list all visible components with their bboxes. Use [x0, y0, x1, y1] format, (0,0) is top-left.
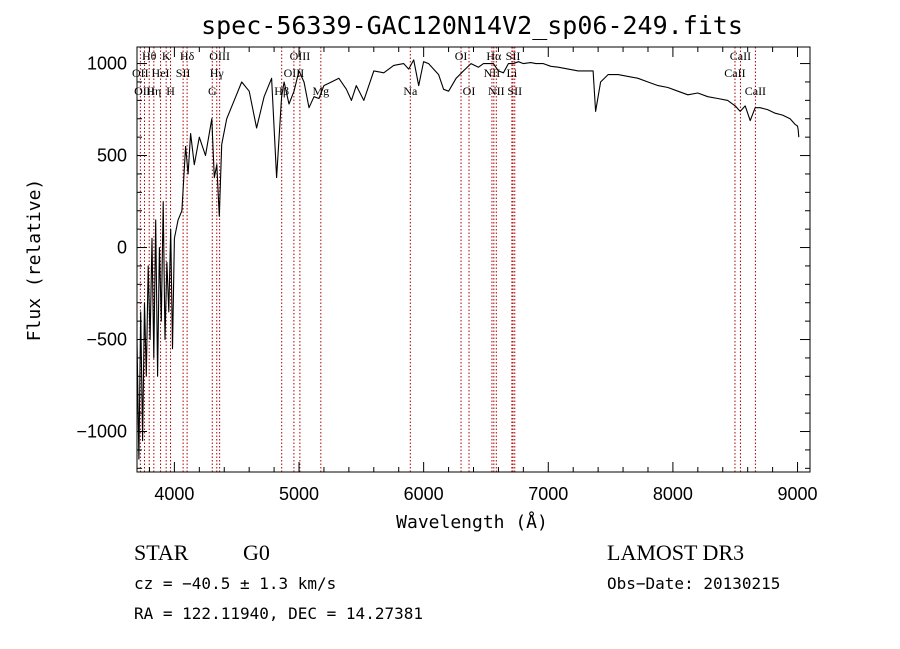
observation-date: Obs−Date: 20130215 — [607, 574, 780, 593]
x-tick-label: 5000 — [279, 484, 319, 504]
line-label: OII — [132, 66, 149, 80]
y-tick-label: 1000 — [87, 54, 127, 74]
line-label: Li — [507, 66, 518, 80]
survey-name: LAMOST DR3 — [607, 540, 744, 565]
line-label: Hη — [146, 84, 161, 98]
x-tick-label: 8000 — [653, 484, 693, 504]
y-tick-label: −500 — [86, 330, 127, 350]
emission-line-labels: HθOIIOIIIHηHeIKHSIIHδGHγOIIIHβOIIIOIIIMg… — [132, 49, 766, 98]
y-axis-label: Flux (relative) — [24, 179, 45, 342]
y-axis: −1000 −500 0 500 1000 — [76, 54, 810, 469]
line-label: G — [208, 84, 217, 98]
x-tick-label: 4000 — [154, 484, 194, 504]
line-label: SII — [507, 84, 522, 98]
spectral-subclass: G0 — [243, 540, 270, 565]
line-label: Hθ — [142, 49, 157, 63]
line-label: NII — [488, 84, 505, 98]
line-label: OIII — [134, 84, 155, 98]
line-label: K — [162, 49, 171, 63]
plot-frame — [136, 46, 811, 473]
line-label: CaII — [724, 66, 745, 80]
x-tick-label: 7000 — [528, 484, 568, 504]
y-tick-label: −1000 — [76, 422, 127, 442]
line-label: HeI — [152, 66, 170, 80]
x-axis: 4000 5000 6000 7000 8000 9000 — [148, 47, 818, 504]
redshift-value: cz = −40.5 ± 1.3 km/s — [134, 574, 336, 593]
x-tick-label: 6000 — [404, 484, 444, 504]
line-label: OI — [463, 84, 476, 98]
line-label: OI — [455, 49, 468, 63]
line-label: SII — [176, 66, 191, 80]
y-tick-label: 500 — [97, 146, 127, 166]
x-axis-label: Wavelength (Å) — [396, 511, 548, 533]
line-label: Hα — [486, 49, 502, 63]
line-label: OIII — [209, 49, 230, 63]
line-label: NII — [484, 66, 501, 80]
line-label: H — [166, 84, 175, 98]
line-label: Na — [403, 84, 418, 98]
coordinates: RA = 122.11940, DEC = 14.27381 — [134, 604, 423, 623]
line-label: OIII — [284, 66, 305, 80]
line-label: CaII — [745, 84, 766, 98]
line-label: SII — [506, 49, 521, 63]
line-label: OIII — [290, 49, 311, 63]
line-label: CaII — [730, 49, 751, 63]
line-label: Hδ — [180, 49, 195, 63]
spectral-class: STAR — [134, 540, 189, 565]
line-label: Mg — [312, 84, 329, 98]
y-tick-label: 0 — [117, 238, 127, 258]
emission-line-markers — [139, 47, 756, 472]
line-label: Hγ — [210, 66, 225, 80]
spectrum-line — [136, 59, 800, 460]
chart-title: spec-56339-GAC120N14V2_sp06-249.fits — [201, 11, 743, 40]
x-tick-label: 9000 — [778, 484, 818, 504]
